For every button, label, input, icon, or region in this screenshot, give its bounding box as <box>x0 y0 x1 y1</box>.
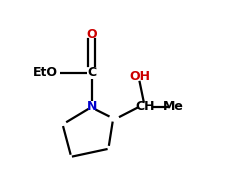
Text: C: C <box>87 66 96 79</box>
Text: Me: Me <box>163 100 184 113</box>
Text: N: N <box>86 100 97 113</box>
Text: OH: OH <box>129 70 150 83</box>
Text: EtO: EtO <box>33 66 58 79</box>
Text: O: O <box>86 28 97 41</box>
Text: CH: CH <box>135 100 155 113</box>
